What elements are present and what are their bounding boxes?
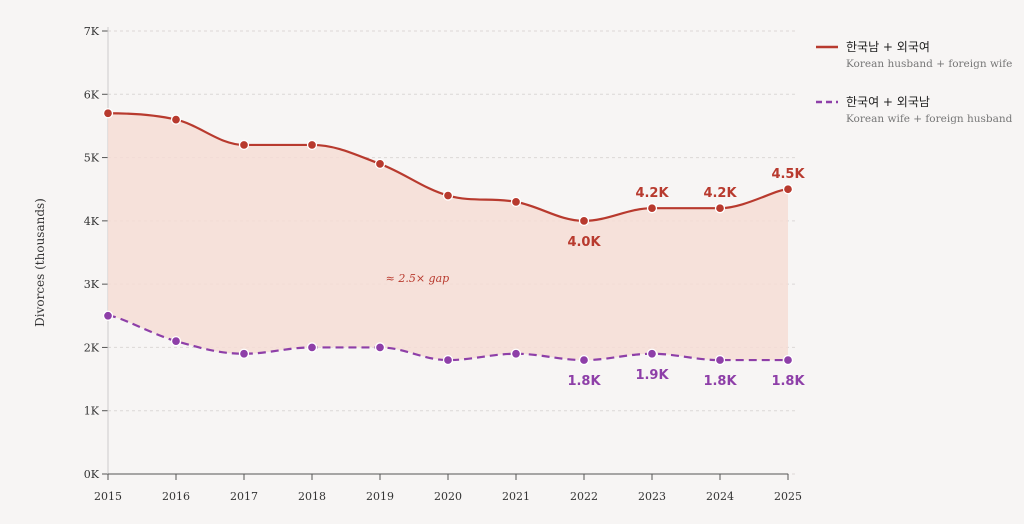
data-label: 4.2K: [703, 186, 737, 201]
data-point: [782, 354, 794, 366]
x-tick-label: 2020: [434, 490, 462, 503]
data-label: 4.2K: [635, 186, 669, 201]
data-point: [374, 342, 386, 353]
y-tick-label: 2K: [84, 341, 100, 354]
gap-area: [108, 113, 788, 361]
data-label: 1.8K: [567, 374, 601, 389]
x-tick-label: 2015: [94, 490, 122, 503]
data-label: 1.9K: [635, 368, 669, 383]
y-tick-label: 1K: [84, 405, 100, 418]
data-point: [306, 139, 318, 151]
data-point: [442, 190, 454, 201]
series-2: 1.8K 1.9K 1.8K 1.8K: [102, 310, 805, 389]
legend-title-2: 한국여 + 외국남: [846, 95, 930, 109]
data-point: [510, 196, 522, 208]
data-point: [102, 310, 114, 321]
data-label: 1.8K: [703, 374, 737, 389]
y-tick-label: 3K: [84, 278, 100, 291]
x-tick-label: 2025: [774, 490, 802, 503]
x-tick-label: 2024: [706, 490, 734, 503]
x-tick-label: 2016: [162, 490, 190, 503]
legend-title-1: 한국남 + 외국여: [846, 40, 930, 54]
x-tick-label: 2018: [298, 490, 326, 503]
legend: 한국남 + 외국여 Korean husband + foreign wife 한국…: [816, 40, 1013, 125]
data-point: [170, 114, 182, 125]
data-point: [238, 139, 250, 151]
data-point: [306, 342, 318, 353]
data-point: [510, 348, 522, 359]
data-point: [102, 108, 114, 119]
x-tick-label: 2021: [502, 490, 530, 503]
data-point: [374, 158, 386, 170]
gap-annotation: ≈ 2.5× gap: [386, 272, 450, 285]
series-1: 4.0K 4.2K 4.2K 4.5K: [102, 108, 805, 250]
data-label: 4.0K: [567, 235, 601, 250]
data-point: [646, 348, 658, 359]
y-tick-label: 7K: [84, 25, 100, 38]
data-point: [170, 335, 182, 347]
data-point: [714, 354, 726, 366]
data-point: [442, 354, 454, 366]
data-point: [578, 215, 590, 227]
x-tick-label: 2023: [638, 490, 666, 503]
x-tick-label: 2017: [230, 490, 258, 503]
y-axis-label: Divorces (thousands): [33, 198, 47, 327]
data-label: 1.8K: [771, 374, 805, 389]
data-label: 4.5K: [771, 167, 805, 182]
data-point: [646, 203, 658, 214]
x-tick-label: 2019: [366, 490, 394, 503]
x-tick-label: 2022: [570, 490, 598, 503]
data-point: [714, 203, 726, 214]
data-point: [782, 184, 794, 195]
data-point: [238, 348, 250, 359]
y-tick-label: 6K: [84, 88, 100, 101]
y-tick-label: 0K: [84, 468, 100, 481]
y-tick-label: 5K: [84, 152, 100, 165]
legend-subtitle-1: Korean husband + foreign wife: [846, 58, 1012, 70]
series-line-2: [107, 314, 788, 362]
data-point: [578, 354, 590, 366]
legend-subtitle-2: Korean wife + foreign husband: [846, 113, 1013, 125]
y-tick-label: 4K: [84, 215, 100, 228]
